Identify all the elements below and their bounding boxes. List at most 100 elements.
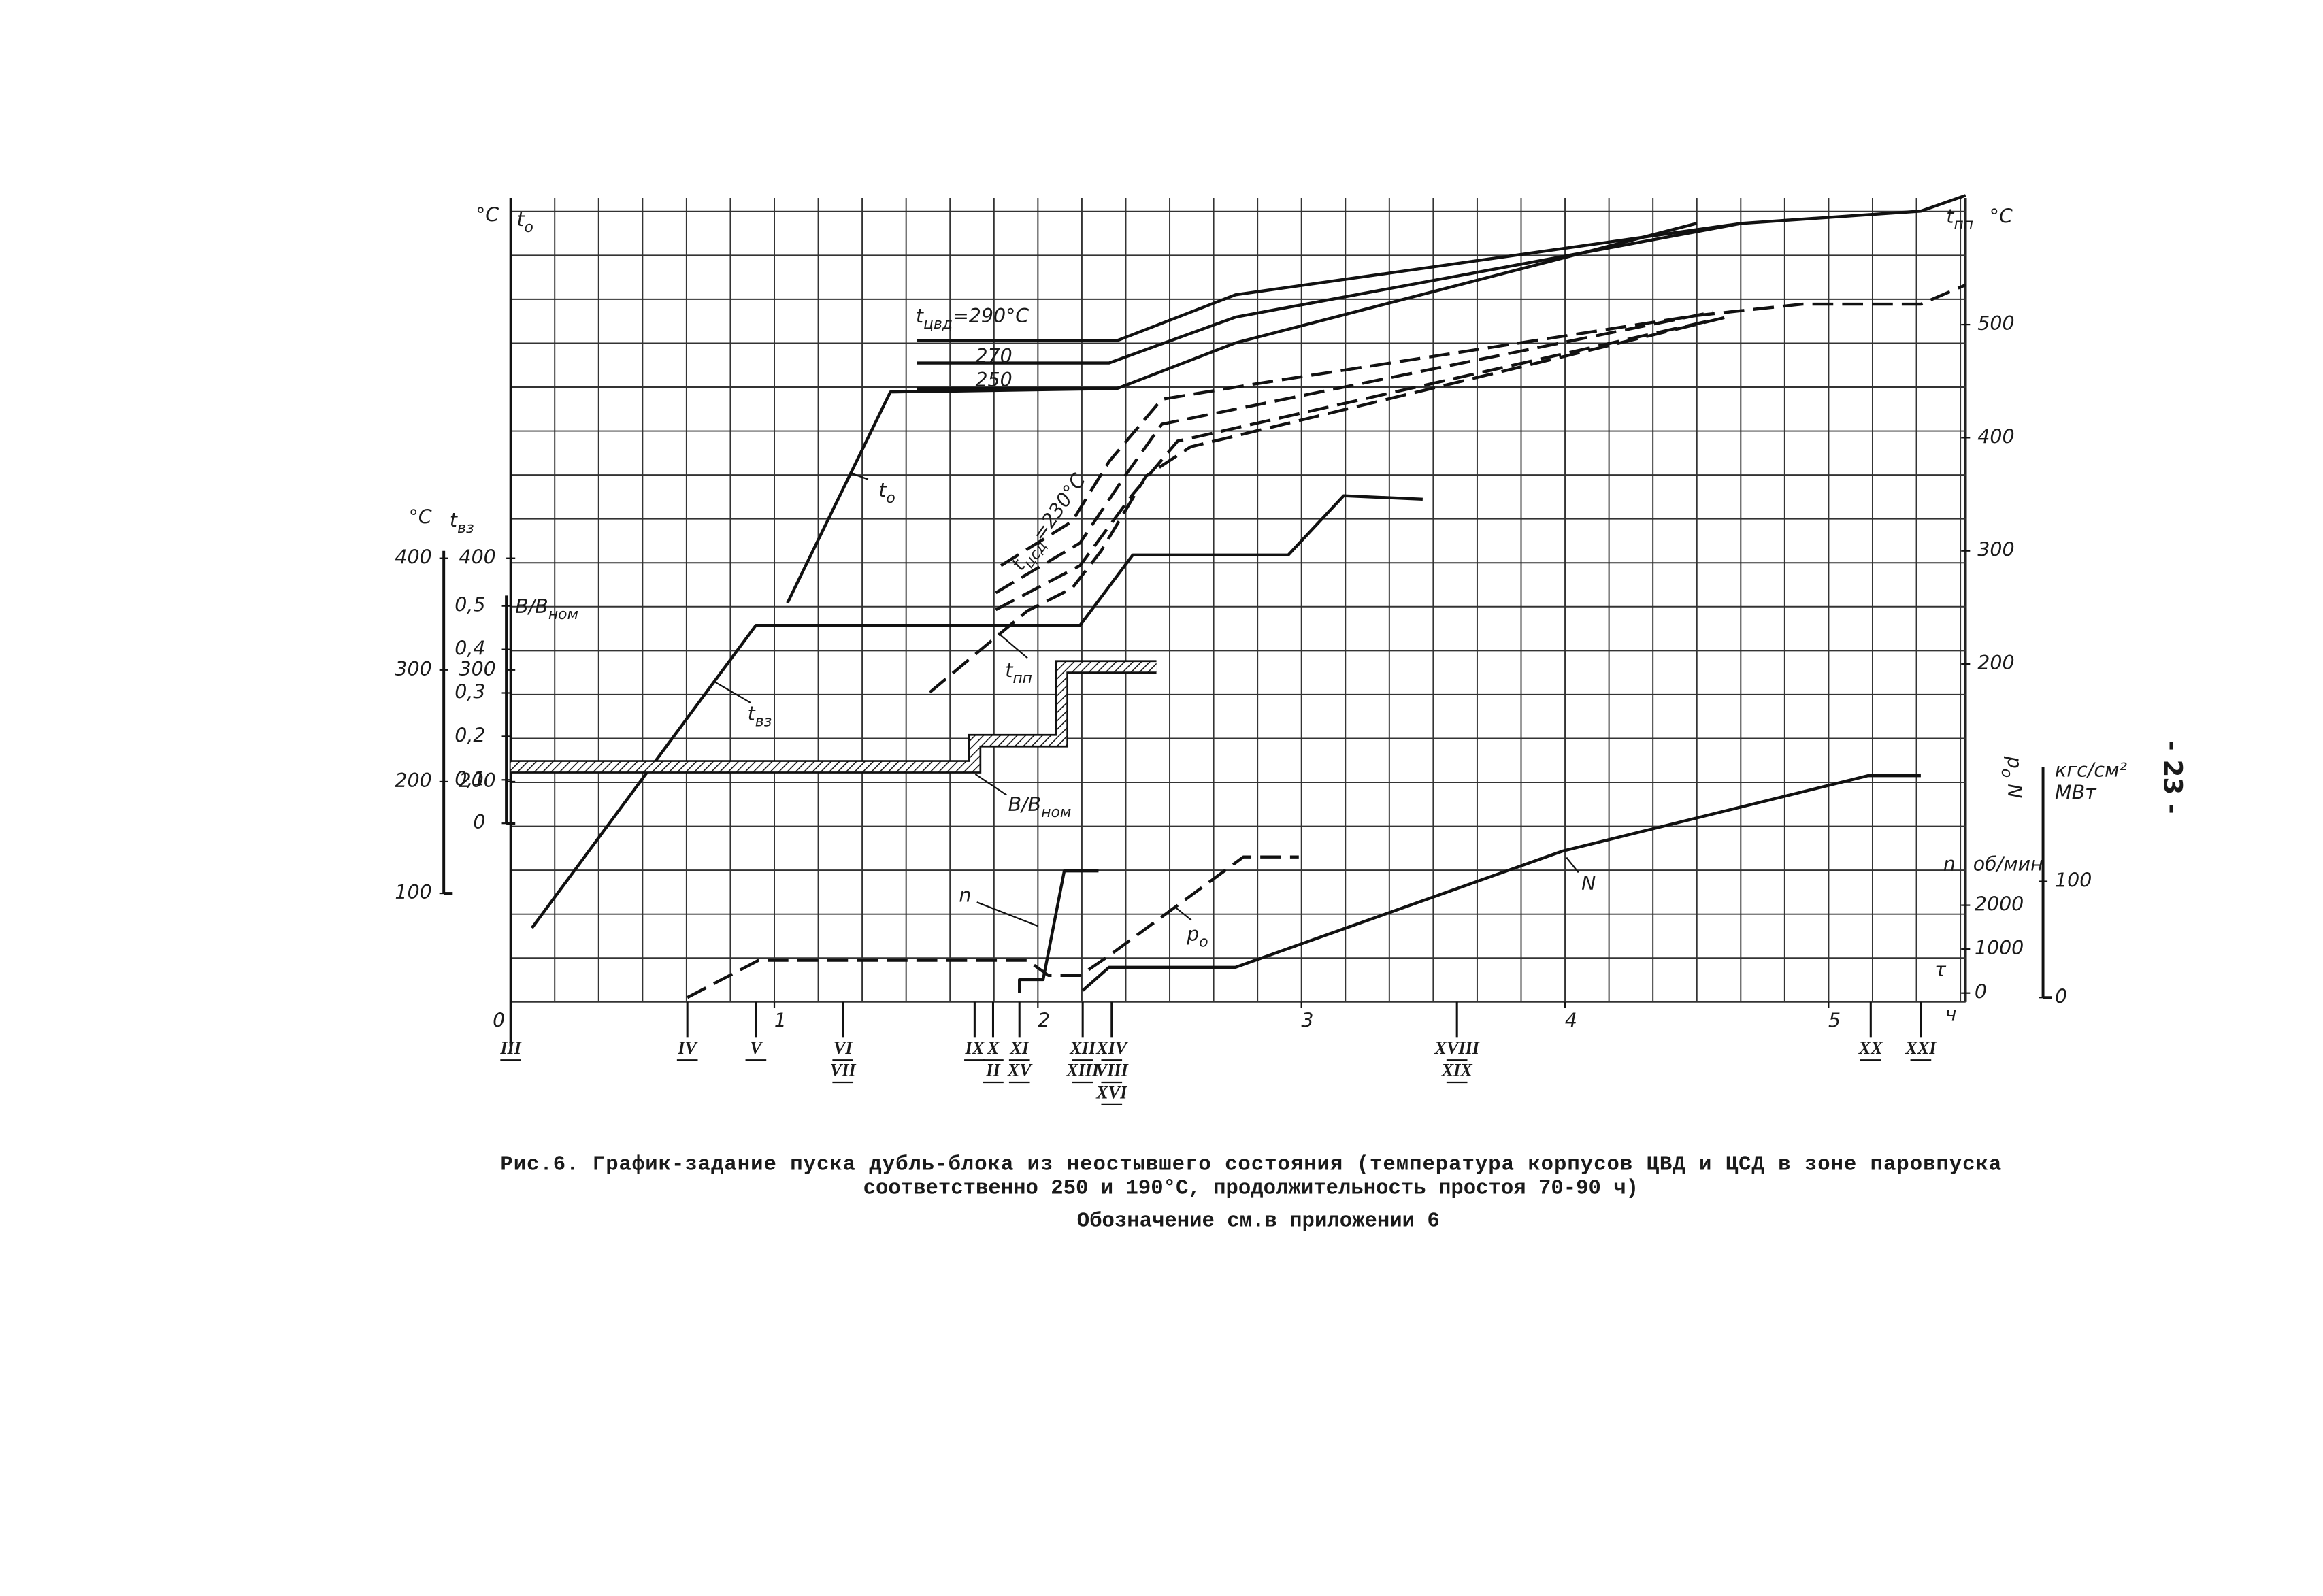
x-tick-label: 5 xyxy=(1828,1009,1841,1031)
y-tick-label: 0,4 xyxy=(455,637,485,660)
leader-line xyxy=(1566,857,1579,874)
event-label: VII xyxy=(830,1061,857,1080)
y-tick-label: 400 xyxy=(1977,425,2014,448)
label: N xyxy=(1581,872,1596,895)
event-label: XIV xyxy=(1095,1038,1129,1058)
x-tick-label: 3 xyxy=(1301,1009,1313,1031)
label-part: n xyxy=(1943,852,1956,875)
axis-unit: °C xyxy=(409,506,432,529)
x-tick-label: 1 xyxy=(774,1009,787,1031)
y-tick-label: 100 xyxy=(2055,869,2092,892)
caption-line: Обозначение см.в приложении 6 xyxy=(1077,1210,1440,1233)
series-line xyxy=(929,315,1729,694)
y-tick-label: 200 xyxy=(395,769,431,792)
label-subscript: цвд xyxy=(923,316,953,333)
event-label: VIII xyxy=(1095,1061,1129,1080)
label: tо xyxy=(878,479,895,507)
label: tвз xyxy=(748,702,772,730)
label: n xyxy=(1943,852,1956,875)
series-line xyxy=(1018,869,1099,993)
x-tick-label: 4 xyxy=(1565,1009,1577,1031)
label-part: t xyxy=(878,479,887,501)
band xyxy=(510,662,1157,772)
axis-unit: кгс/см² xyxy=(2055,759,2127,782)
event-label: X xyxy=(987,1038,1000,1058)
x-axis-label: τ xyxy=(1934,959,1947,981)
label-subscript: вз xyxy=(457,520,474,537)
label: 250 xyxy=(975,369,1012,391)
event-label: IX xyxy=(965,1038,985,1058)
label: n xyxy=(959,884,971,906)
event-label: IV xyxy=(677,1038,698,1058)
label-part: 270 xyxy=(975,345,1012,367)
y-tick-label: 300 xyxy=(395,658,431,680)
label-subscript: ном xyxy=(548,606,578,623)
label-subscript: о xyxy=(886,490,895,507)
label-subscript: о xyxy=(1998,769,2015,778)
label-subscript: вз xyxy=(755,713,772,730)
axis-unit: МВт xyxy=(2055,781,2097,803)
label-subscript: о xyxy=(1199,933,1208,950)
event-label: VI xyxy=(834,1038,853,1058)
leader-line xyxy=(976,901,1038,927)
label-part: 250 xyxy=(975,369,1012,391)
y-tick-label: 100 xyxy=(395,881,431,903)
series-line xyxy=(995,310,1713,595)
label-part: N xyxy=(1581,872,1596,895)
event-label: XV xyxy=(1007,1061,1034,1080)
event-label: XVI xyxy=(1095,1083,1127,1103)
series-line xyxy=(1000,283,1966,567)
event-label: V xyxy=(750,1038,763,1058)
label-subscript: о xyxy=(525,219,533,236)
leader-line xyxy=(851,472,869,480)
label-part: t xyxy=(748,702,757,725)
leader-line xyxy=(1176,908,1192,921)
y-tick-label: 0 xyxy=(2055,985,2067,1008)
label-part: =290°C xyxy=(953,305,1029,327)
leader-line xyxy=(714,681,751,703)
caption-line: соответственно 250 и 190°С, продолжитель… xyxy=(863,1176,1638,1200)
y-tick-label: 0,2 xyxy=(455,724,485,746)
y-tick-label: 0 xyxy=(1975,981,1987,1003)
series-line xyxy=(995,318,1713,612)
label: tцвд=290°C xyxy=(916,305,1029,333)
y-tick-label: 400 xyxy=(395,546,431,569)
series-line xyxy=(1081,774,1921,992)
y-tick-label: 500 xyxy=(1977,312,2014,335)
label-part: t xyxy=(1946,205,1955,228)
axis-unit: °C xyxy=(476,203,499,226)
y-tick-label: 0,3 xyxy=(455,680,485,703)
page-number: - 23 - xyxy=(2158,740,2188,814)
event-label: XX xyxy=(1858,1038,1884,1058)
label-part: t xyxy=(516,208,525,231)
label-part: p xyxy=(1186,922,1199,945)
label: 270 xyxy=(975,345,1012,367)
event-label: XXI xyxy=(1905,1038,1937,1058)
y-tick-label: 0,5 xyxy=(455,594,485,616)
event-label: XIX xyxy=(1441,1061,1474,1080)
leader-line xyxy=(974,774,1008,796)
label-part: t xyxy=(450,509,459,531)
axis-unit: °C xyxy=(1990,205,2013,228)
label: pо xyxy=(1186,922,1208,950)
label: tо xyxy=(516,208,533,236)
label-part: B/B xyxy=(1008,793,1042,816)
event-label: II xyxy=(985,1061,1000,1080)
series-line xyxy=(917,194,1966,342)
y-tick-label: 400 xyxy=(459,546,495,569)
y-tick-label: 300 xyxy=(459,658,495,680)
label: tвз xyxy=(450,509,474,537)
y-tick-label: 200 xyxy=(1977,652,2014,674)
series-line xyxy=(917,222,1698,390)
leader-line xyxy=(997,632,1028,659)
event-label: XII xyxy=(1069,1038,1096,1058)
label-subscript: ном xyxy=(1041,804,1071,821)
label-part: t xyxy=(916,305,925,327)
y-tick-label: 0,1 xyxy=(455,767,485,790)
x-axis-unit: ч xyxy=(1945,1003,1956,1026)
event-label: III xyxy=(499,1038,521,1058)
label-part: N xyxy=(2003,778,2026,798)
series-line xyxy=(687,855,1299,999)
